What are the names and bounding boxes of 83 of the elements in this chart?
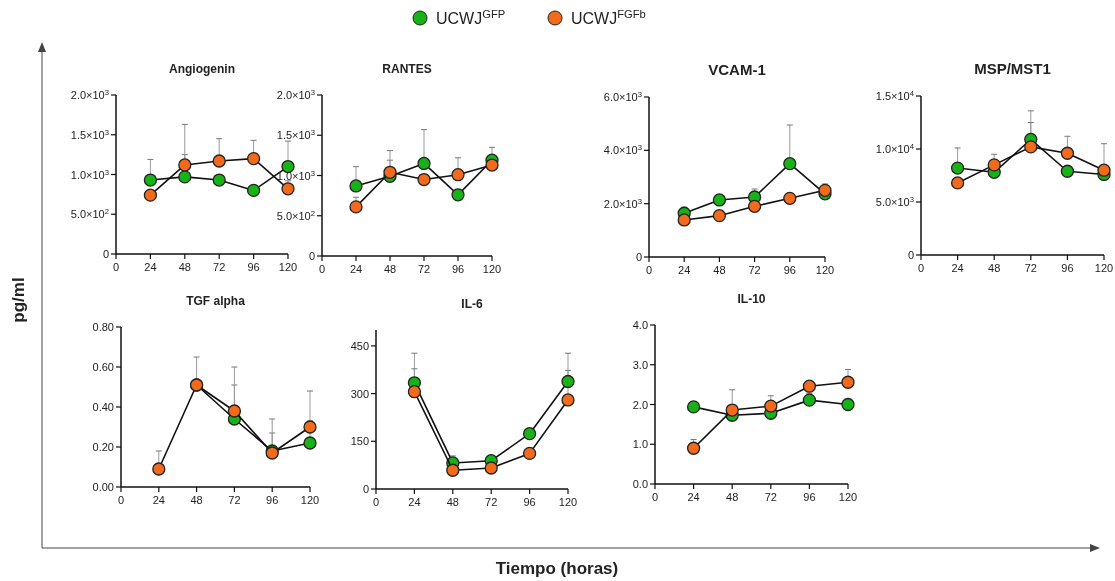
x-tick-label: 48: [713, 264, 726, 276]
y-tick-label: 0.40: [92, 401, 114, 413]
y-tick-label: 1.5×10$^{3}$: [276, 127, 315, 142]
x-tick-label: 48: [178, 261, 191, 273]
x-tick-label: 120: [278, 261, 298, 273]
x-tick-label: 120: [838, 491, 858, 503]
legend-label: UCWJ$^{GFP}$: [436, 8, 506, 27]
y-tick-label: 0.0: [632, 478, 648, 490]
y-tick-label: 3.0: [632, 358, 648, 371]
chart-title: RANTES: [382, 62, 432, 76]
x-tick-label: 48: [190, 494, 203, 506]
y-tick-label: 0: [635, 251, 642, 263]
x-tick-label: 24: [687, 491, 700, 503]
y-tick-label: 0: [907, 249, 914, 261]
x-tick-label: 72: [213, 261, 226, 273]
y-tick-label: 0: [308, 250, 315, 262]
x-tick-label: 96: [266, 494, 279, 506]
x-tick-label: 24: [144, 261, 157, 273]
chart-title: TGF alpha: [186, 294, 246, 308]
x-tick-label: 0: [372, 496, 380, 508]
y-tick-label: 4.0×10$^{3}$: [603, 142, 642, 157]
x-tick-label: 0: [117, 494, 125, 506]
chart-title: IL-6: [461, 297, 483, 311]
x-tick-label: 72: [748, 264, 761, 276]
y-tick-label: 1.0×10$^{3}$: [70, 167, 109, 181]
y-tick-label: 300: [350, 387, 369, 400]
x-tick-label: 0: [917, 262, 925, 274]
y-tick-label: 2.0×10$^{3}$: [276, 87, 315, 101]
y-tick-label: 2.0×10$^{3}$: [70, 87, 109, 101]
y-tick-label: 0.20: [92, 441, 114, 453]
x-tick-label: 120: [558, 496, 578, 508]
y-tick-label: 1.5×10$^{3}$: [70, 127, 109, 141]
y-tick-label: 4.0: [632, 319, 648, 331]
x-tick-label: 24: [408, 496, 421, 508]
y-axis-title: pg/ml: [9, 277, 28, 323]
x-tick-label: 96: [1061, 262, 1074, 274]
x-tick-label: 48: [988, 262, 1001, 274]
y-tick-label: 0.00: [92, 481, 114, 493]
x-tick-label: 72: [764, 491, 777, 503]
x-tick-label: 96: [803, 491, 816, 503]
y-tick-label: 5.0×10$^{2}$: [70, 206, 109, 221]
x-tick-label: 24: [152, 494, 165, 506]
chart-title: VCAM-1: [708, 61, 766, 78]
x-tick-label: 48: [383, 263, 397, 275]
x-tick-label: 24: [678, 264, 691, 276]
x-tick-label: 72: [228, 494, 241, 506]
y-tick-label: 150: [350, 435, 369, 448]
y-tick-label: 2.0: [632, 398, 648, 411]
y-tick-label: 5.0×10$^{3}$: [875, 194, 914, 208]
x-tick-label: 120: [300, 494, 320, 506]
y-tick-label: 0: [362, 483, 369, 495]
x-tick-label: 48: [446, 496, 459, 508]
y-tick-label: 0.60: [92, 361, 114, 373]
x-tick-label: 72: [485, 496, 498, 508]
y-tick-label: 0.80: [92, 321, 114, 333]
x-tick-label: 24: [349, 263, 363, 275]
chart-title: MSP/MST1: [974, 60, 1051, 77]
y-tick-label: 1.0: [632, 438, 648, 451]
x-tick-label: 48: [726, 491, 739, 503]
y-tick-label: 6.0×10$^{3}$: [603, 89, 642, 103]
y-tick-label: 5.0×10$^{2}$: [276, 208, 315, 222]
x-tick-label: 120: [1094, 262, 1114, 274]
chart-title: IL-10: [737, 292, 766, 306]
legend-label: UCWJ$^{FGFb}$: [571, 8, 646, 27]
y-tick-label: 1.0×10$^{3}$: [276, 168, 315, 182]
x-axis-title: Tiempo (horas): [495, 559, 619, 578]
x-tick-label: 96: [783, 264, 796, 276]
x-tick-label: 0: [651, 491, 659, 503]
x-tick-label: 96: [451, 263, 465, 275]
chart-title: Angiogenin: [169, 62, 235, 76]
x-tick-label: 96: [523, 496, 536, 508]
y-tick-label: 450: [350, 339, 369, 352]
y-tick-label: 0: [102, 248, 109, 260]
x-tick-label: 72: [417, 263, 431, 275]
y-tick-label: 1.0×10$^{4}$: [875, 141, 915, 155]
x-tick-label: 96: [247, 261, 260, 273]
x-tick-label: 120: [815, 264, 835, 276]
x-tick-label: 0: [318, 263, 326, 275]
y-tick-label: 2.0×10$^{3}$: [603, 196, 642, 210]
x-tick-label: 72: [1024, 262, 1037, 274]
y-tick-label: 1.5×10$^{4}$: [875, 88, 915, 102]
x-tick-label: 24: [951, 262, 964, 274]
x-tick-label: 120: [482, 263, 502, 275]
